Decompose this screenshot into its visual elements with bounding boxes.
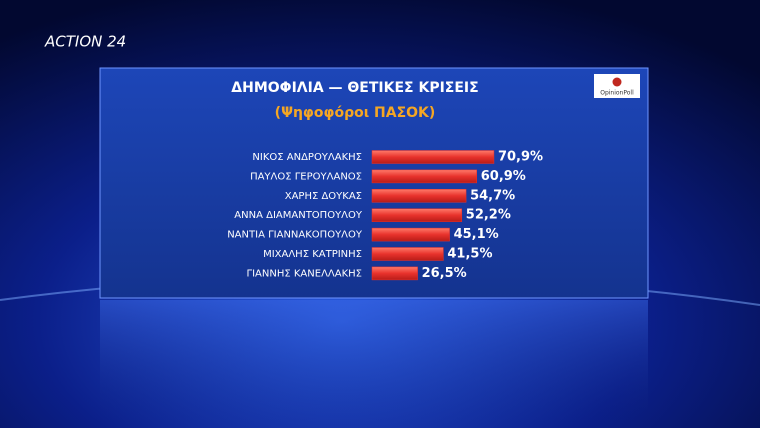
category-label: ΧΑΡΗΣ ΔΟΥΚΑΣ xyxy=(285,191,362,202)
category-label: ΝΙΚΟΣ ΑΝΔΡΟΥΛΑΚΗΣ xyxy=(252,152,362,163)
bar xyxy=(371,247,444,261)
brand-logo: ACTION 24 xyxy=(44,33,126,51)
bar xyxy=(371,189,467,203)
category-label: ΜΙΧΑΛΗΣ ΚΑΤΡΙΝΗΣ xyxy=(263,249,362,260)
bar xyxy=(371,266,418,281)
bar xyxy=(371,227,450,242)
value-label: 52,2% xyxy=(466,208,511,223)
source-logo-dot xyxy=(612,77,622,87)
value-label: 54,7% xyxy=(470,188,515,203)
chart-subtitle: (Ψηφοφόροι ΠΑΣΟΚ) xyxy=(275,105,436,121)
category-label: ΓΙΑΝΝΗΣ ΚΑΝΕΛΛΑΚΗΣ xyxy=(247,268,362,279)
panel-reflection xyxy=(100,300,648,428)
category-label: ΑΝΝΑ ΔΙΑΜΑΝΤΟΠΟΥΛΟΥ xyxy=(234,210,363,221)
value-label: 45,1% xyxy=(454,227,499,242)
chart-title: ΔΗΜΟΦΙΛΙΑ — ΘΕΤΙΚΕΣ ΚΡΙΣΕΙΣ xyxy=(231,80,478,96)
category-label: ΠΑΥΛΟΣ ΓΕΡΟΥΛΑΝΟΣ xyxy=(250,171,362,182)
value-label: 60,9% xyxy=(481,169,526,184)
source-label: OpinionPoll xyxy=(600,90,634,97)
bar xyxy=(371,169,477,184)
category-label: ΝΑΝΤΙΑ ΓΙΑΝΝΑΚΟΠΟΥΛΟΥ xyxy=(227,230,363,241)
bar xyxy=(371,150,495,164)
bar xyxy=(371,208,463,222)
value-label: 26,5% xyxy=(422,266,467,281)
value-label: 70,9% xyxy=(498,150,543,165)
value-label: 41,5% xyxy=(447,247,492,262)
